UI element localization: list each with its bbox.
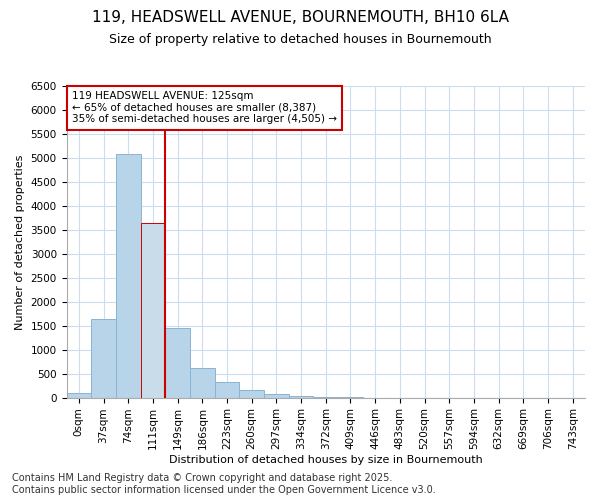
Text: Contains HM Land Registry data © Crown copyright and database right 2025.
Contai: Contains HM Land Registry data © Crown c… (12, 474, 436, 495)
Text: 119 HEADSWELL AVENUE: 125sqm
← 65% of detached houses are smaller (8,387)
35% of: 119 HEADSWELL AVENUE: 125sqm ← 65% of de… (72, 91, 337, 124)
Bar (116, 154, 140, 398)
X-axis label: Distribution of detached houses by size in Bournemouth: Distribution of detached houses by size … (169, 455, 482, 465)
Text: Size of property relative to detached houses in Bournemouth: Size of property relative to detached ho… (109, 32, 491, 46)
Bar (67, 393, 91, 398)
Bar (215, 382, 239, 398)
Bar (239, 390, 264, 398)
Bar (264, 394, 289, 398)
Bar (165, 328, 190, 398)
Y-axis label: Number of detached properties: Number of detached properties (15, 154, 25, 330)
Bar (140, 223, 165, 398)
Bar (289, 396, 313, 398)
Text: 119, HEADSWELL AVENUE, BOURNEMOUTH, BH10 6LA: 119, HEADSWELL AVENUE, BOURNEMOUTH, BH10… (91, 10, 509, 25)
Bar (190, 368, 215, 398)
Bar (91, 318, 116, 398)
